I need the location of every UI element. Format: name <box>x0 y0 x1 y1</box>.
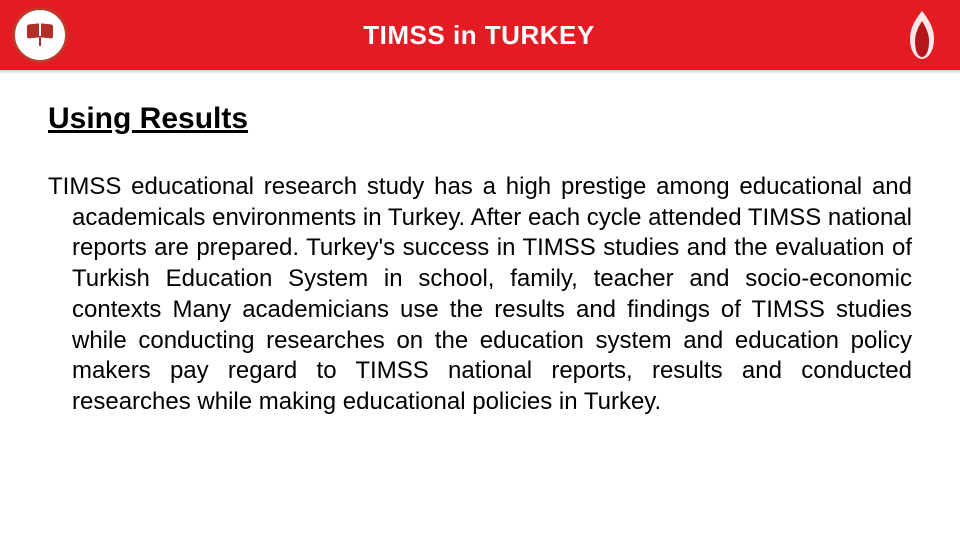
slide-title: TIMSS in TURKEY <box>68 20 890 51</box>
section-body: TIMSS educational research study has a h… <box>48 172 912 418</box>
slide-header: TIMSS in TURKEY <box>0 0 960 70</box>
slide-content: Using Results TIMSS educational research… <box>0 74 960 418</box>
section-heading: Using Results <box>48 102 912 136</box>
book-icon <box>27 24 53 38</box>
flame-logo <box>890 0 954 70</box>
flame-icon <box>900 9 944 61</box>
meb-ministry-logo <box>12 7 68 63</box>
meb-logo-inner <box>20 15 60 55</box>
